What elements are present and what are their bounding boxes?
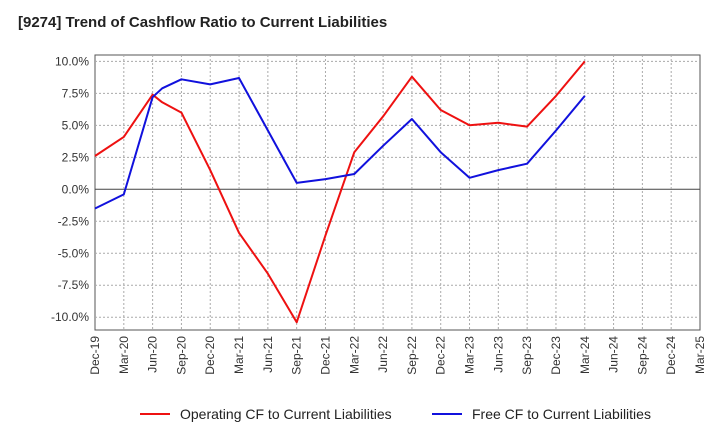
series-line-2: [94, 77, 586, 210]
x-tick-label: Sep-23: [520, 336, 534, 375]
x-tick-label: Sep-22: [405, 336, 419, 375]
x-tick-label: Jun-22: [376, 336, 390, 373]
x-tick-label: Mar-23: [463, 336, 477, 374]
x-tick-label: Mar-21: [232, 336, 246, 374]
y-tick-label: 7.5%: [62, 86, 90, 100]
legend-label-1: Operating CF to Current Liabilities: [180, 406, 392, 422]
series-line-1: [94, 60, 586, 324]
x-tick-label: Mar-22: [347, 336, 361, 374]
x-tick-label: Jun-21: [261, 336, 275, 373]
x-tick-label: Dec-23: [549, 336, 563, 375]
y-tick-label: -5.0%: [58, 246, 90, 260]
x-tick-label: Dec-20: [203, 336, 217, 375]
y-tick-label: 5.0%: [62, 118, 90, 132]
x-tick-label: Jun-24: [607, 336, 621, 373]
x-tick-label: Sep-24: [635, 336, 649, 375]
y-tick-label: 2.5%: [62, 150, 90, 164]
y-tick-label: 10.0%: [55, 54, 89, 68]
y-tick-label: 0.0%: [62, 182, 90, 196]
x-tick-label: Dec-22: [434, 336, 448, 375]
chart-title: [9274] Trend of Cashflow Ratio to Curren…: [18, 14, 388, 31]
x-tick-label: Dec-24: [664, 336, 678, 375]
x-tick-label: Mar-25: [693, 336, 707, 374]
y-tick-label: -2.5%: [58, 214, 90, 228]
x-tick-label: Mar-20: [117, 336, 131, 374]
x-tick-label: Mar-24: [578, 336, 592, 374]
x-tick-label: Jun-23: [491, 336, 505, 373]
y-tick-label: -10.0%: [51, 310, 89, 324]
x-tick-label: Sep-21: [290, 336, 304, 375]
x-tick-label: Jun-20: [146, 336, 160, 373]
x-tick-label: Dec-21: [318, 336, 332, 375]
x-tick-label: Dec-19: [88, 336, 102, 375]
y-tick-label: -7.5%: [58, 278, 90, 292]
plot-frame: [94, 54, 701, 331]
legend-label-2: Free CF to Current Liabilities: [472, 406, 651, 422]
x-tick-label: Sep-20: [174, 336, 188, 375]
